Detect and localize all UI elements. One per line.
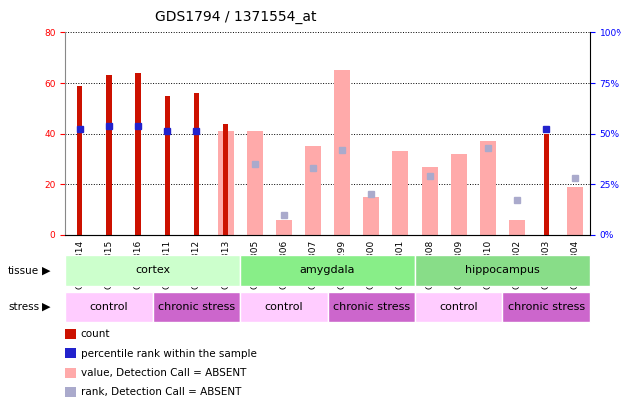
- Text: stress: stress: [8, 302, 39, 312]
- Bar: [334, 70, 350, 235]
- Bar: [502, 292, 590, 322]
- Bar: [422, 166, 438, 235]
- Text: chronic stress: chronic stress: [158, 302, 235, 312]
- Bar: [363, 197, 379, 235]
- Bar: [65, 292, 153, 322]
- Bar: [415, 292, 502, 322]
- Bar: [153, 292, 240, 322]
- Bar: [568, 187, 583, 235]
- Bar: [77, 85, 83, 235]
- Bar: [305, 146, 321, 235]
- Bar: [135, 73, 141, 235]
- Text: percentile rank within the sample: percentile rank within the sample: [81, 349, 256, 358]
- Text: count: count: [81, 329, 111, 339]
- Bar: [392, 151, 409, 235]
- Text: chronic stress: chronic stress: [333, 302, 410, 312]
- Text: cortex: cortex: [135, 265, 170, 275]
- Bar: [415, 255, 590, 286]
- Text: rank, Detection Call = ABSENT: rank, Detection Call = ABSENT: [81, 388, 241, 397]
- Text: control: control: [89, 302, 129, 312]
- Bar: [509, 220, 525, 235]
- Text: GDS1794 / 1371554_at: GDS1794 / 1371554_at: [155, 10, 317, 24]
- Bar: [480, 141, 496, 235]
- Bar: [276, 220, 292, 235]
- Text: control: control: [265, 302, 303, 312]
- Bar: [543, 134, 549, 235]
- Text: ▶: ▶: [42, 266, 51, 275]
- Bar: [223, 124, 228, 235]
- Text: ▶: ▶: [42, 302, 51, 312]
- Bar: [451, 154, 467, 235]
- Bar: [106, 75, 112, 235]
- Bar: [65, 255, 240, 286]
- Bar: [194, 93, 199, 235]
- Text: hippocampus: hippocampus: [465, 265, 540, 275]
- Bar: [247, 131, 263, 235]
- Bar: [327, 292, 415, 322]
- Text: value, Detection Call = ABSENT: value, Detection Call = ABSENT: [81, 368, 246, 378]
- Text: tissue: tissue: [8, 266, 39, 275]
- Text: chronic stress: chronic stress: [507, 302, 585, 312]
- Text: amygdala: amygdala: [300, 265, 355, 275]
- Bar: [240, 292, 327, 322]
- Bar: [217, 131, 233, 235]
- Bar: [165, 96, 170, 235]
- Text: control: control: [440, 302, 478, 312]
- Bar: [240, 255, 415, 286]
